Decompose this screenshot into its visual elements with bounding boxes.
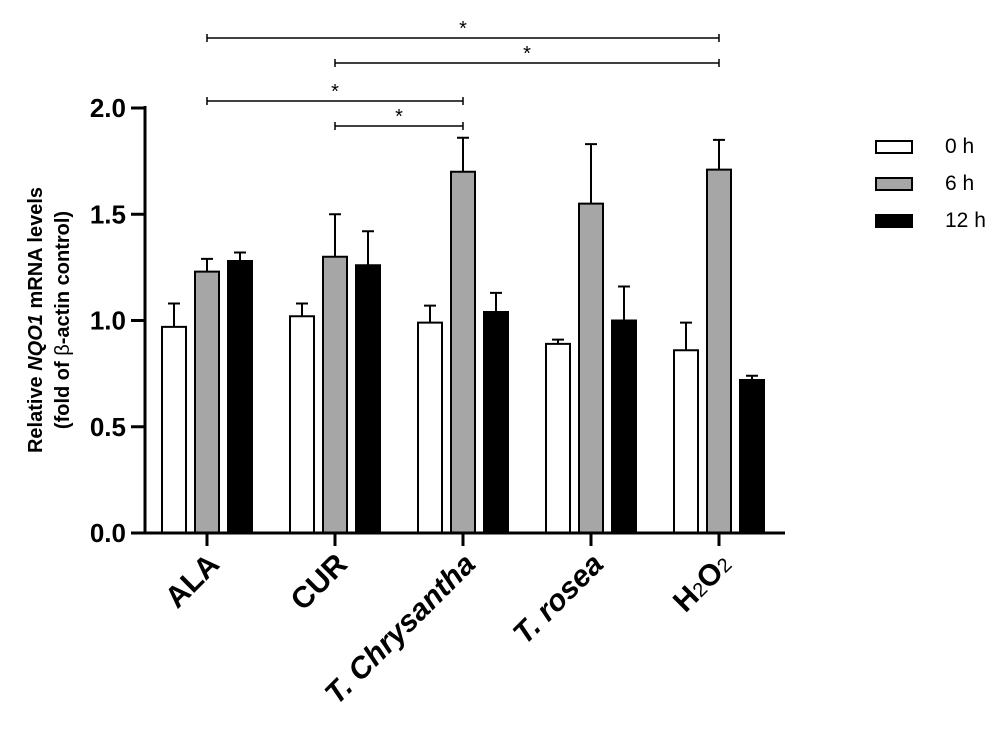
legend-item: 6 h xyxy=(875,165,974,202)
legend-swatch xyxy=(875,176,913,191)
axes xyxy=(131,106,785,546)
legend-label: 0 h xyxy=(945,134,975,158)
y-tick-labels: 0.0 0.5 1.0 1.5 2.0 xyxy=(90,93,126,548)
bar-12h-3 xyxy=(611,319,637,534)
bar-12h-0 xyxy=(227,260,253,534)
legend-label: 12 h xyxy=(945,208,986,232)
y-axis-label: Relative NQO1 mRNA levels (fold of β-act… xyxy=(23,187,77,453)
bar-0h-1 xyxy=(289,315,315,534)
bar-0h-0 xyxy=(161,325,187,534)
bar-6h-3 xyxy=(578,202,604,534)
legend-swatch xyxy=(875,213,913,228)
bar-0h-4 xyxy=(673,349,699,534)
x-tick-label: H2O2 xyxy=(667,548,738,619)
y-axis-label-line1: Relative NQO1 mRNA levels xyxy=(25,186,47,454)
y-tick-label: 1.5 xyxy=(90,199,126,229)
legend-item: 0 h xyxy=(875,128,974,165)
y-axis-label-line2: (fold of β-actin control) xyxy=(52,210,74,430)
y-tick-label: 0.5 xyxy=(90,412,126,442)
bar-0h-3 xyxy=(545,342,571,534)
bar-6h-2 xyxy=(450,170,476,534)
legend: 0 h 6 h 12 h xyxy=(875,128,986,239)
significance-star: * xyxy=(395,106,403,128)
bar-12h-2 xyxy=(483,311,509,534)
y-tick-label: 2.0 xyxy=(90,93,126,123)
bar-6h-1 xyxy=(322,255,348,534)
significance-star: * xyxy=(459,18,467,40)
bar-0h-2 xyxy=(417,321,443,534)
x-tick-label: CUR xyxy=(285,547,355,617)
significance-star: * xyxy=(331,81,339,103)
y-tick-label: 0.0 xyxy=(90,518,126,548)
significance-star: * xyxy=(523,43,531,65)
y-tick-label: 1.0 xyxy=(90,306,126,336)
bars xyxy=(161,136,765,534)
legend-label: 6 h xyxy=(945,171,975,195)
legend-item: 12 h xyxy=(875,202,986,239)
x-tick-label: ALA xyxy=(159,548,226,615)
bar-6h-0 xyxy=(194,270,220,534)
bar-12h-4 xyxy=(739,379,765,534)
significance-brackets: * * * * xyxy=(206,18,720,130)
x-tick-label: T. rosea xyxy=(507,548,610,651)
bar-12h-1 xyxy=(355,264,381,534)
bar-6h-4 xyxy=(706,168,732,534)
legend-swatch xyxy=(875,139,913,154)
